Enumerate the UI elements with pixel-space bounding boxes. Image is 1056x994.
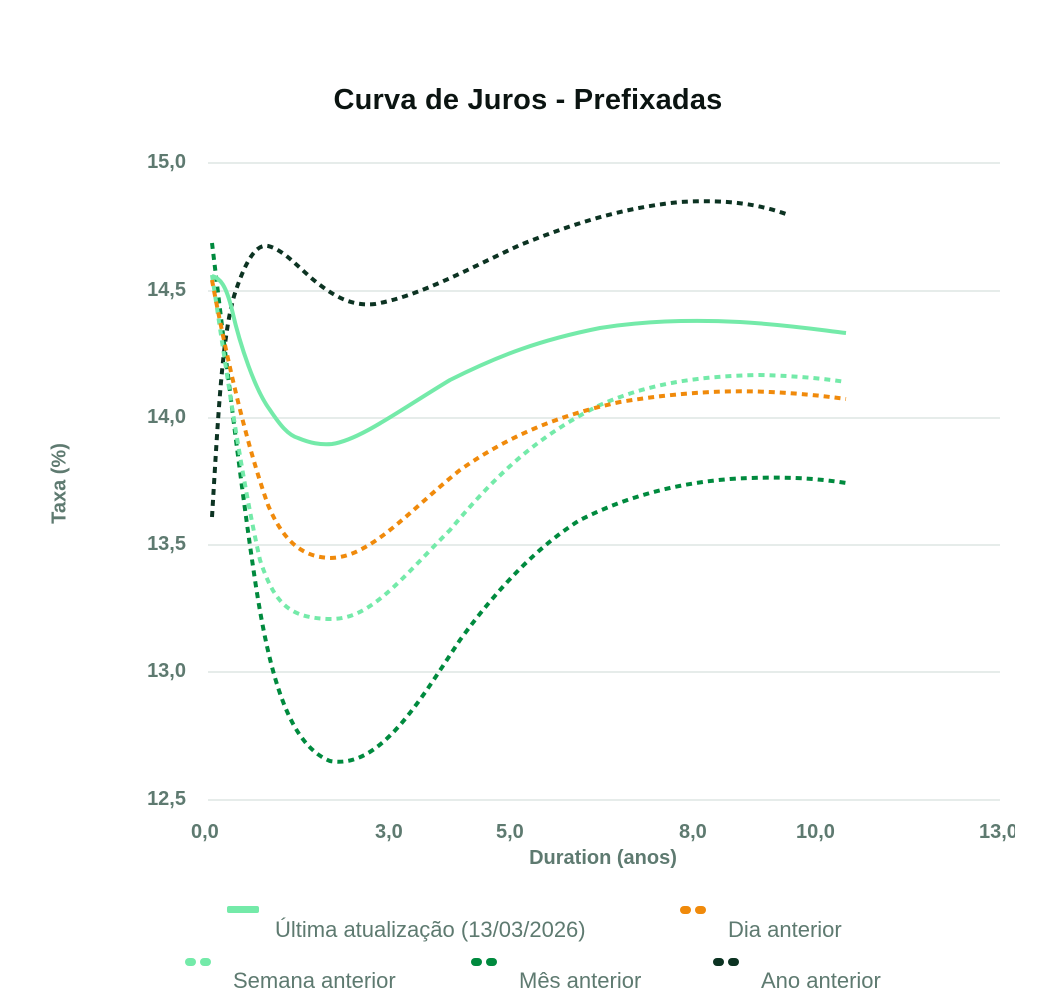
legend-dotted-line-icon [713,958,739,966]
legend-label: Ano anterior [761,968,881,993]
y-tick: 14,0 [147,406,186,428]
y-tick: 12,5 [147,788,186,810]
gridlines [208,162,1000,801]
x-tick: 5,0 [496,821,524,843]
legend-dotted-line-icon [680,906,706,914]
chart-title: Curva de Juros - Prefixadas [333,84,723,116]
legend-solid-line-icon [227,906,259,913]
x-tick: 3,0 [375,821,403,843]
series-dia-anterior [210,279,847,561]
y-tick: 15,0 [147,151,186,173]
legend-dotted-line-icon [185,958,211,966]
x-tick: 8,0 [679,821,707,843]
x-tick: 0,0 [191,821,219,843]
x-tick: 10,0 [796,821,835,843]
legend-label: Última atualização (13/03/2026) [275,917,586,942]
series-semana-anterior [210,274,847,622]
legend-label: Semana anterior [233,968,396,993]
y-tick: 14,5 [147,279,186,301]
legend-label: Mês anterior [519,968,642,993]
x-tick: 13,0 [979,821,1015,843]
x-axis-label: Duration (anos) [529,847,677,869]
y-tick: 13,5 [147,533,186,555]
series-ultima-atualizacao [211,274,847,447]
legend-dotted-line-icon [471,958,497,966]
legend-label: Dia anterior [728,917,842,942]
y-tick: 13,0 [147,660,186,682]
series-mes-anterior [210,242,847,764]
